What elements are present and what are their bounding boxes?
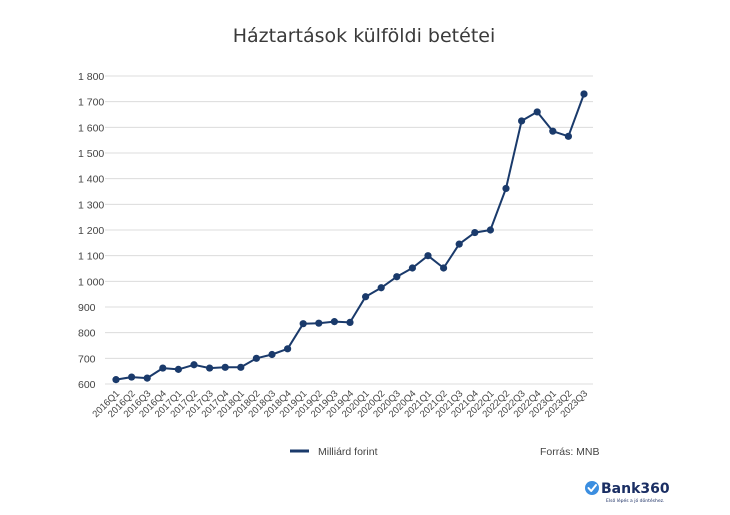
legend: Milliárd forint xyxy=(290,446,378,458)
data-point xyxy=(284,345,292,353)
source-label: Forrás: MNB xyxy=(540,446,600,458)
data-point xyxy=(128,373,136,381)
data-point xyxy=(112,376,120,384)
data-point xyxy=(440,264,448,272)
bank360-logo: Bank360 Első lépés a jó döntéshez. xyxy=(585,481,670,504)
series-line xyxy=(115,93,585,381)
y-tick-label: 1 800 xyxy=(78,71,104,83)
data-point xyxy=(159,364,167,372)
data-point xyxy=(252,354,260,362)
data-point xyxy=(455,240,463,248)
data-point xyxy=(580,90,588,98)
legend-label: Milliárd forint xyxy=(318,446,378,458)
chart-title: Háztartások külföldi betétei xyxy=(233,25,495,47)
data-point xyxy=(206,364,214,372)
data-point xyxy=(533,108,541,116)
y-tick-label: 1 300 xyxy=(78,199,104,211)
data-point xyxy=(190,361,198,369)
y-tick-label: 600 xyxy=(78,379,96,391)
data-point xyxy=(408,264,416,272)
series-lines xyxy=(115,93,585,381)
data-point xyxy=(362,293,370,301)
data-point xyxy=(471,228,479,237)
y-tick-label: 1 400 xyxy=(78,174,104,186)
data-point xyxy=(237,363,245,371)
y-tick-label: 700 xyxy=(78,353,96,365)
x-axis-ticks: 2016Q12016Q22016Q32016Q42017Q12017Q22017… xyxy=(90,388,590,420)
data-point xyxy=(564,132,573,140)
data-point xyxy=(486,226,494,234)
data-point xyxy=(346,318,354,326)
data-point xyxy=(268,350,276,359)
data-point xyxy=(502,184,510,193)
y-tick-label: 1 000 xyxy=(78,276,104,288)
logo-tagline: Első lépés a jó döntéshez. xyxy=(606,497,664,504)
data-point xyxy=(377,284,385,292)
data-point xyxy=(143,374,151,382)
data-point xyxy=(549,127,557,135)
y-tick-label: 800 xyxy=(78,328,96,340)
y-tick-label: 900 xyxy=(78,302,96,314)
logo-mark-icon xyxy=(585,481,599,495)
data-point xyxy=(174,365,182,373)
data-point xyxy=(221,363,229,371)
data-point xyxy=(299,320,307,328)
data-point xyxy=(424,252,432,260)
y-tick-label: 1 700 xyxy=(78,97,104,109)
data-point xyxy=(330,318,338,326)
y-tick-label: 1 600 xyxy=(78,122,104,134)
y-tick-label: 1 200 xyxy=(78,225,104,237)
series-points xyxy=(112,90,588,384)
data-point xyxy=(518,117,526,125)
y-tick-label: 1 100 xyxy=(78,251,104,263)
gridlines xyxy=(105,75,593,385)
data-point xyxy=(315,319,323,327)
y-axis-ticks: 600 700 800 900 1 000 1 100 1 200 1 300 1 400 1 5… xyxy=(78,71,104,391)
y-tick-label: 1 500 xyxy=(78,148,104,160)
data-point xyxy=(393,273,401,281)
logo-name: Bank360 xyxy=(601,481,670,497)
